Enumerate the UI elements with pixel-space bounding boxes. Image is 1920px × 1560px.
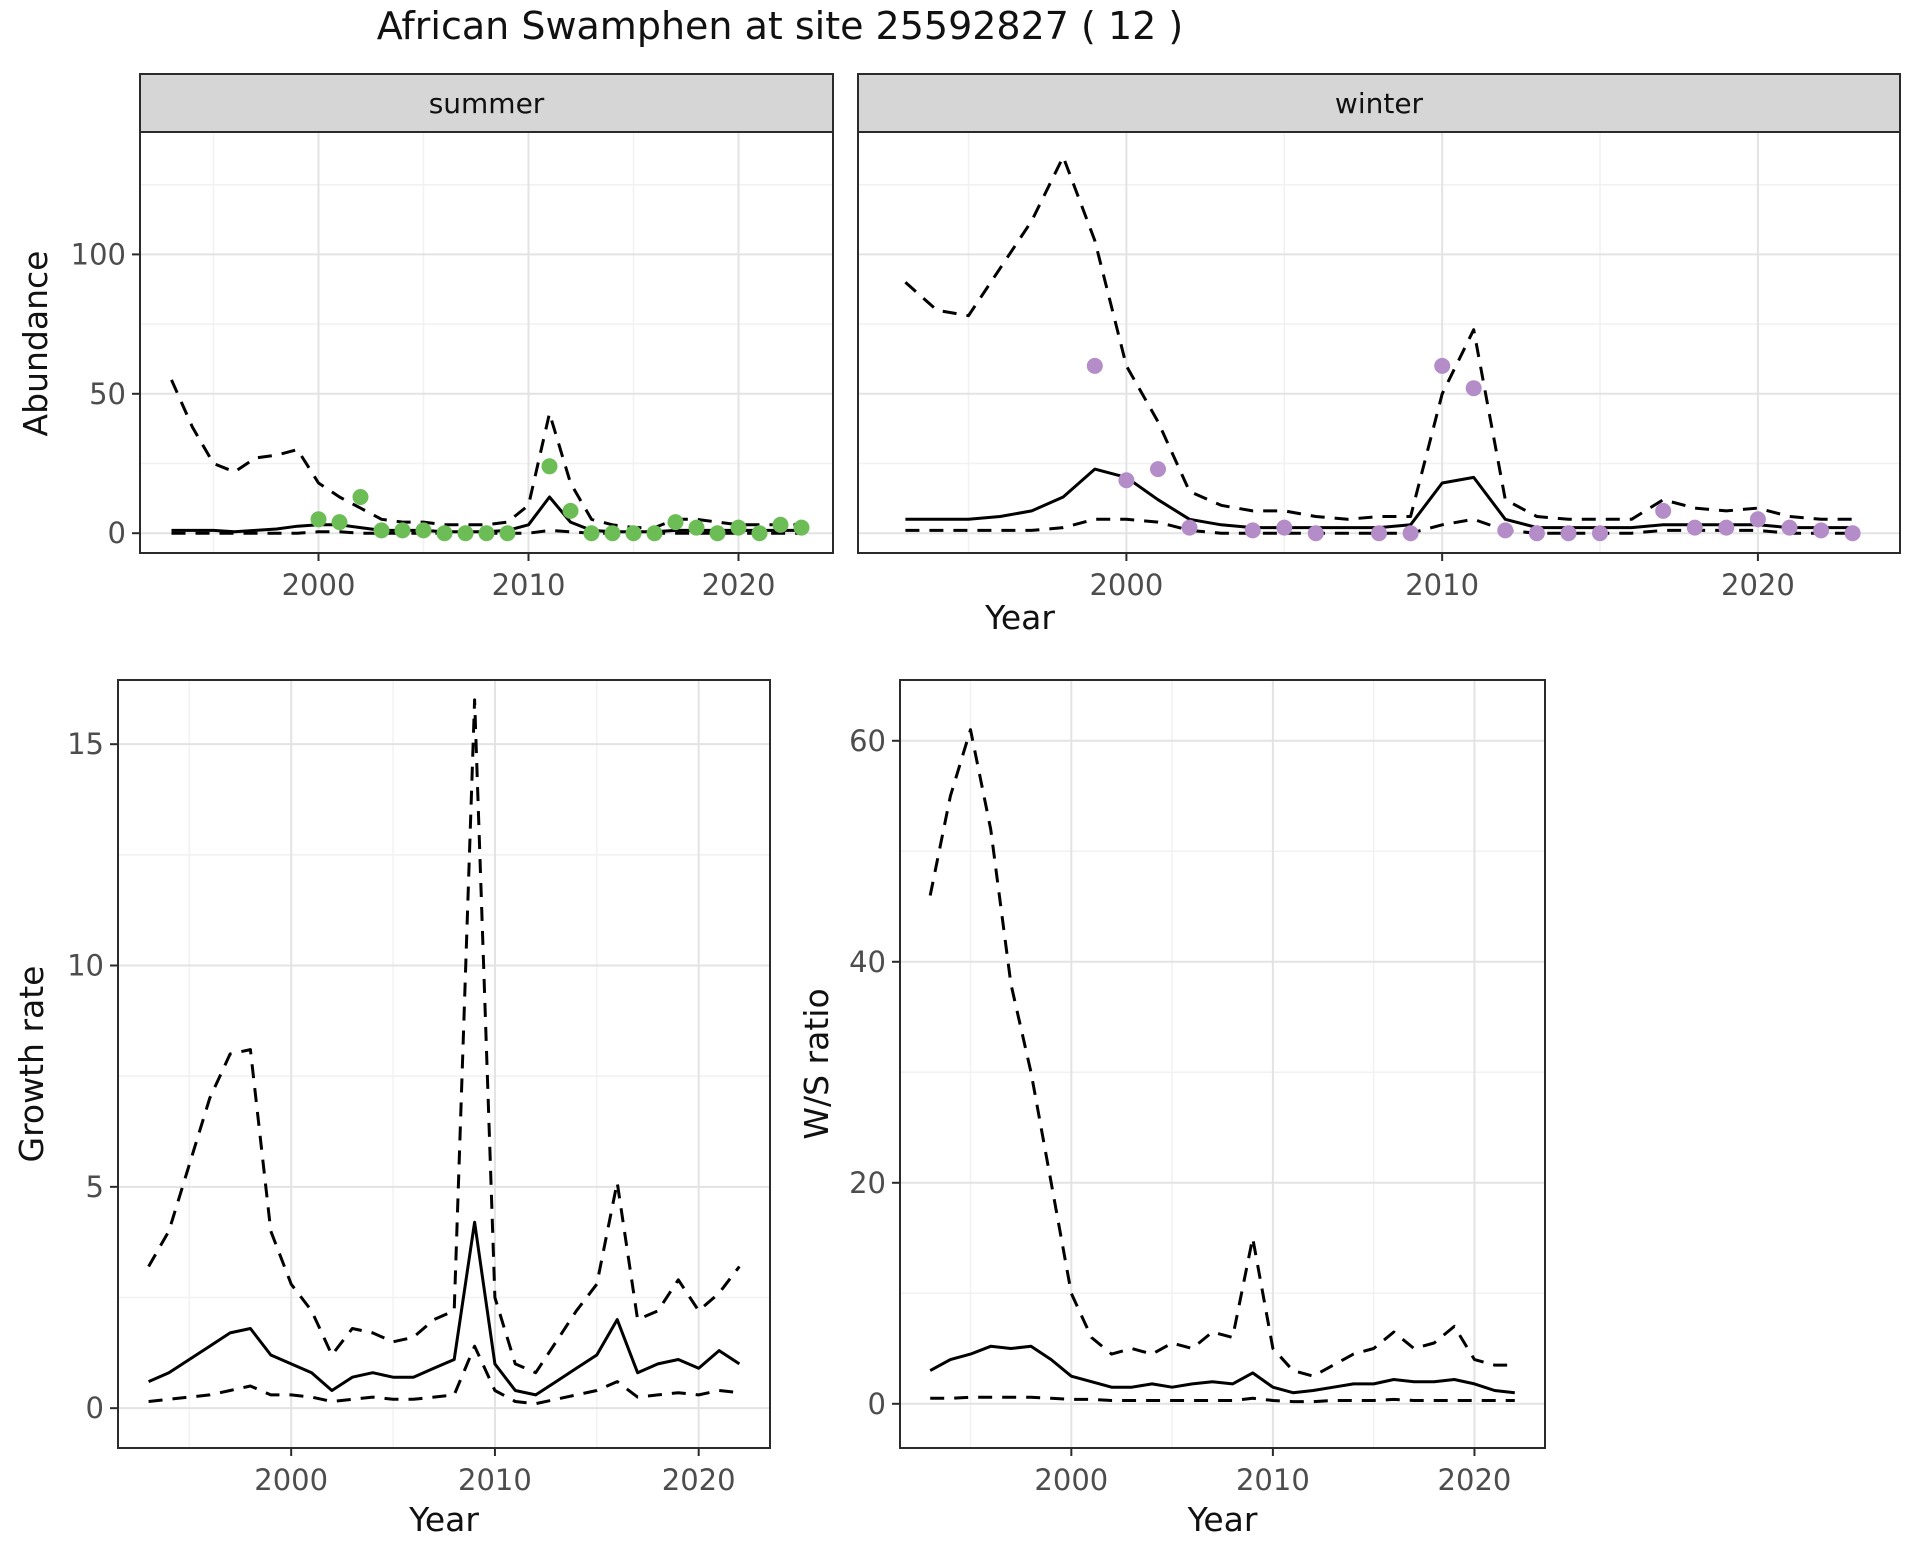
abundance-faceted-chart: 2000 2010 2020 0 50 100 summer 2000 2010 2020 wint… [71,73,1901,602]
growth-rate-x-axis-title: Year [409,1500,479,1539]
svg-text:2010: 2010 [1405,568,1479,602]
svg-text:2020: 2020 [1438,1463,1512,1497]
page-title: African Swamphen at site 25592827 ( 12 ) [376,4,1184,48]
ws-ratio-chart: 2000 2010 2020 0 20 40 60 [849,679,1546,1497]
svg-text:2010: 2010 [458,1463,532,1497]
svg-text:2000: 2000 [282,568,356,602]
svg-text:50: 50 [89,377,126,411]
svg-text:0: 0 [86,1391,104,1425]
growth-rate-chart: 2000 2010 2020 0 5 10 15 [67,679,771,1497]
svg-text:2010: 2010 [1236,1463,1310,1497]
svg-text:winter: winter [1335,87,1424,120]
svg-text:summer: summer [429,87,545,120]
svg-text:2000: 2000 [1089,568,1163,602]
svg-text:5: 5 [86,1170,104,1204]
abundance-x-axis-title: Year [985,598,1055,637]
svg-text:10: 10 [67,949,104,983]
svg-text:15: 15 [67,727,104,761]
svg-text:60: 60 [849,724,886,758]
svg-text:0: 0 [108,516,126,550]
svg-text:20: 20 [849,1166,886,1200]
svg-text:2020: 2020 [662,1463,736,1497]
svg-text:2000: 2000 [254,1463,328,1497]
svg-text:2000: 2000 [1034,1463,1108,1497]
svg-text:100: 100 [71,237,126,271]
svg-text:40: 40 [849,945,886,979]
svg-text:2020: 2020 [1721,568,1795,602]
svg-text:2020: 2020 [702,568,776,602]
svg-text:2010: 2010 [492,568,566,602]
svg-text:0: 0 [868,1387,886,1421]
ws-ratio-x-axis-title: Year [1187,1500,1258,1539]
